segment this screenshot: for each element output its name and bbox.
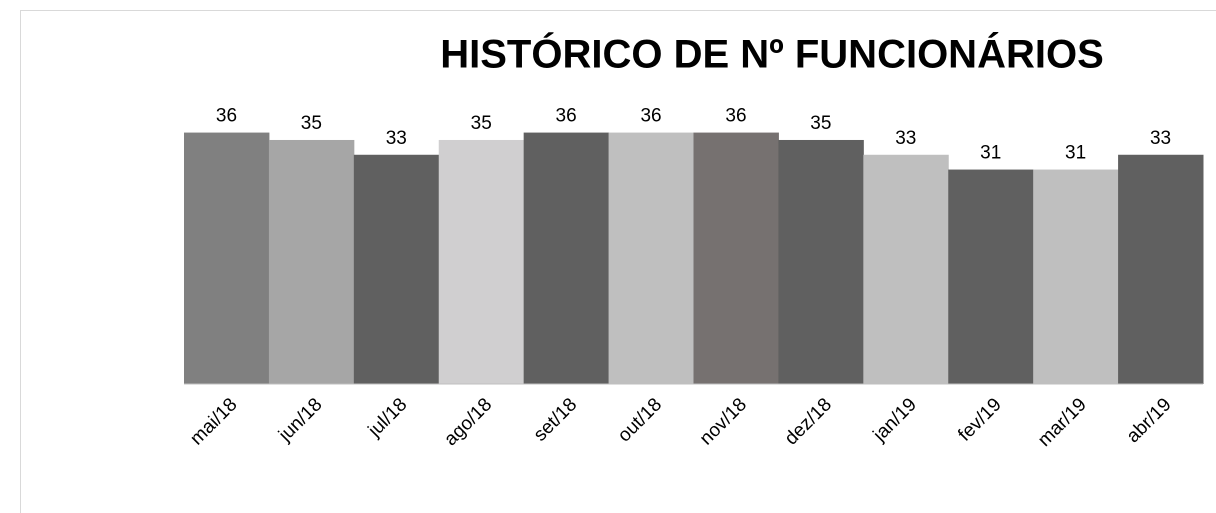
bar xyxy=(948,169,1034,384)
bar xyxy=(353,154,440,384)
value-label: 36 xyxy=(640,106,661,127)
value-label: 36 xyxy=(216,106,237,127)
value-label: 35 xyxy=(301,113,322,134)
bar xyxy=(1033,169,1119,384)
value-label: 31 xyxy=(1065,143,1086,164)
bar xyxy=(523,132,610,384)
bar xyxy=(693,132,779,384)
value-label: 31 xyxy=(980,143,1001,164)
bar xyxy=(863,154,949,384)
value-label: 36 xyxy=(556,106,577,127)
bar xyxy=(268,139,355,384)
value-label: 36 xyxy=(725,106,746,127)
bar xyxy=(184,132,270,384)
value-label: 33 xyxy=(895,128,916,149)
bar xyxy=(778,139,864,384)
bar xyxy=(608,132,694,384)
value-label: 35 xyxy=(810,113,831,134)
value-label: 33 xyxy=(1150,128,1171,149)
value-label: 35 xyxy=(471,113,492,134)
value-label: 33 xyxy=(386,128,407,149)
bar xyxy=(438,139,525,384)
bar xyxy=(1118,154,1204,384)
chart-title: HISTÓRICO DE Nº FUNCIONÁRIOS xyxy=(440,31,1104,77)
